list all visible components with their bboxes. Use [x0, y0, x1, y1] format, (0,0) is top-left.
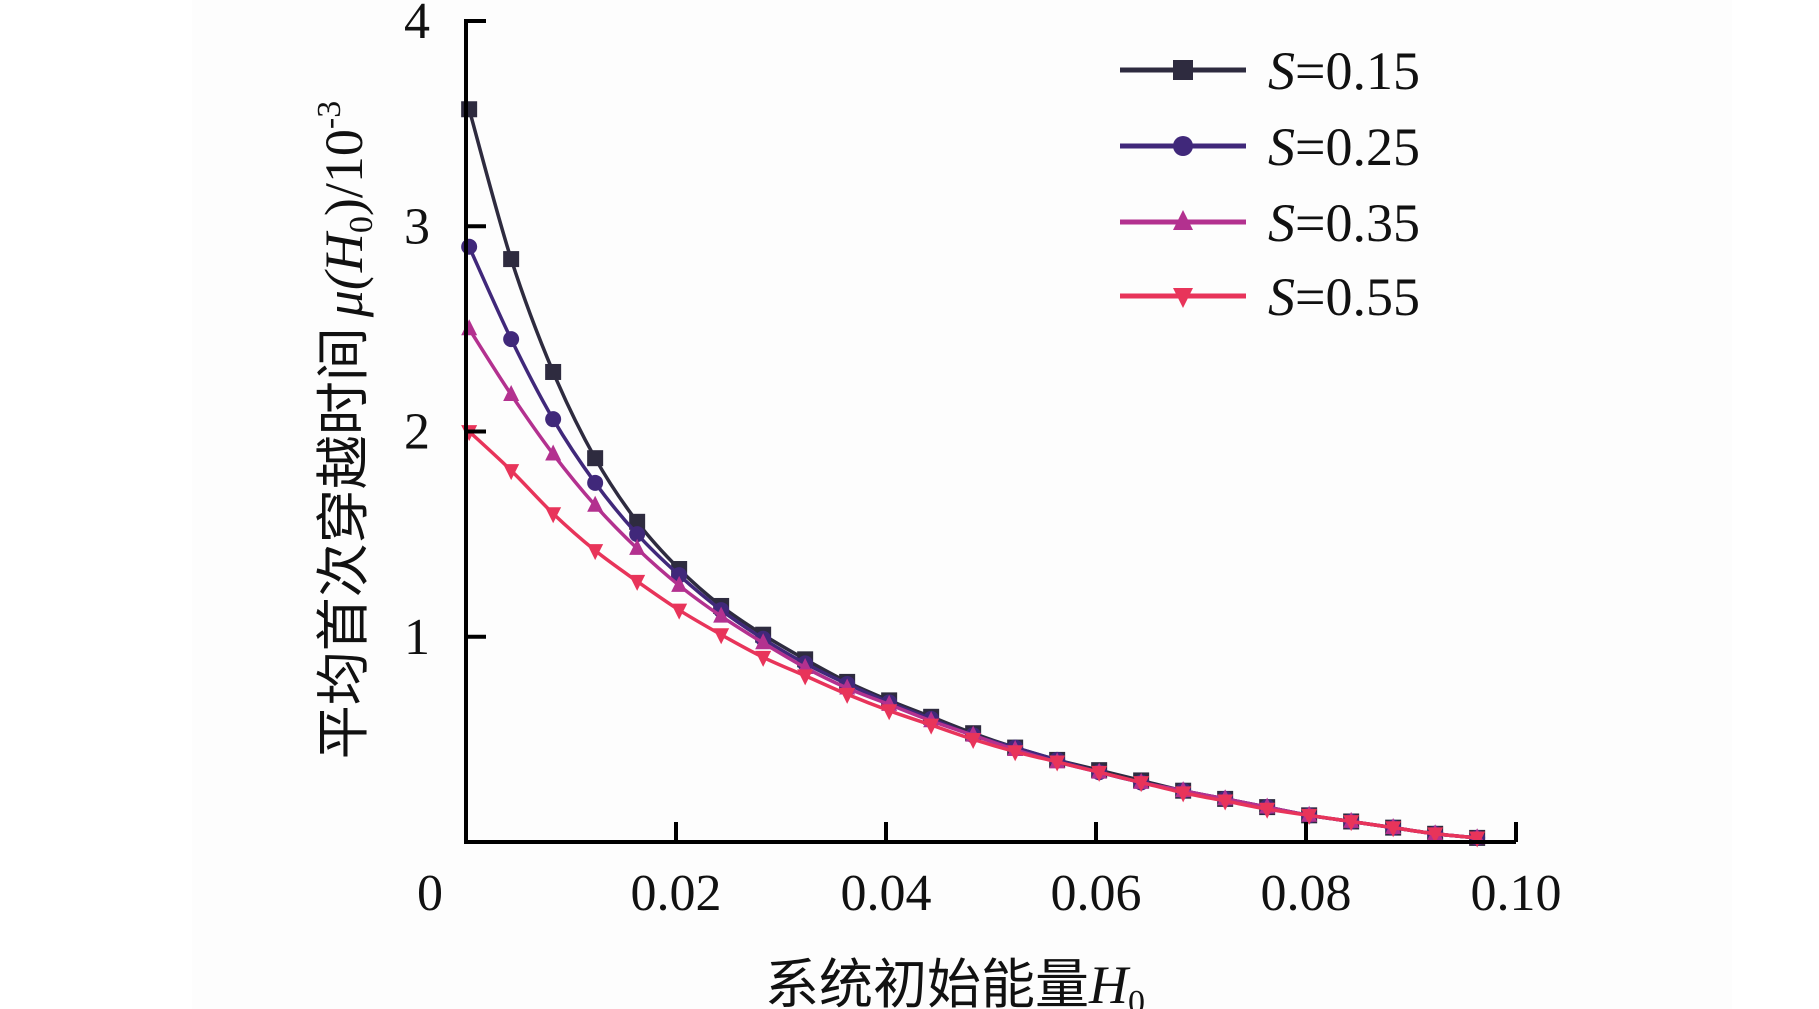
data-point	[1133, 776, 1150, 793]
series-line	[467, 327, 1478, 840]
legend-label-var: S	[1268, 267, 1295, 327]
data-point	[671, 567, 688, 584]
data-point	[923, 718, 940, 735]
y-axis-label-tail: )/10	[314, 129, 374, 216]
data-point	[1385, 821, 1402, 838]
series-S=0.55	[461, 425, 1486, 848]
x-tick-label: 0.08	[1261, 865, 1352, 922]
data-point	[965, 732, 982, 749]
y-axis-label-mu: μ(	[314, 269, 374, 318]
data-point	[1427, 827, 1444, 844]
data-point	[1343, 815, 1360, 832]
data-point	[461, 238, 478, 255]
x-axis-label-text: 系统初始能量	[765, 955, 1089, 1009]
series-S=0.25	[461, 238, 1486, 846]
data-point	[671, 575, 688, 592]
x-tick-label: 0.06	[1051, 865, 1142, 922]
data-point	[1007, 745, 1024, 762]
y-axis-label: 平均首次穿越时间 μ(H0)/10-3	[311, 101, 380, 759]
legend-label-value: =0.15	[1295, 41, 1420, 101]
data-point	[1175, 786, 1192, 803]
y-tick-label: 4	[404, 0, 430, 50]
data-point	[587, 495, 604, 512]
data-point	[671, 603, 688, 620]
x-tick-label: 0	[417, 865, 443, 922]
data-point	[461, 101, 478, 118]
data-point	[797, 669, 814, 686]
axes	[464, 19, 1518, 844]
legend-label: S=0.25	[1268, 117, 1420, 177]
x-axis-label-var: H	[1088, 955, 1131, 1009]
legend: S=0.15S=0.25S=0.35S=0.55	[1120, 41, 1420, 327]
data-point	[503, 384, 520, 401]
legend-item: S=0.55	[1120, 267, 1420, 327]
data-point	[461, 319, 478, 336]
y-tick-label: 2	[404, 404, 430, 461]
data-point	[545, 411, 562, 428]
legend-marker-circle-icon	[1173, 136, 1193, 156]
data-point	[629, 526, 646, 543]
x-tick-label: 0.10	[1471, 865, 1562, 922]
y-axis-label-exp: -3	[311, 101, 348, 129]
legend-label-value: =0.55	[1295, 267, 1420, 327]
data-point	[503, 251, 520, 268]
legend-marker-square-icon	[1173, 60, 1193, 80]
legend-label-var: S	[1268, 117, 1295, 177]
data-point	[755, 650, 772, 667]
x-tick-label: 0.02	[631, 865, 722, 922]
y-axis-label-var: H	[314, 230, 374, 273]
data-point	[629, 538, 646, 555]
legend-label-var: S	[1268, 41, 1295, 101]
series-line	[467, 246, 1478, 840]
data-point	[1301, 808, 1318, 825]
data-point	[1091, 765, 1108, 782]
data-point	[881, 704, 898, 721]
legend-marker-triangle-up-icon	[1173, 210, 1193, 230]
series-line	[467, 430, 1478, 840]
y-axis-label-sub: 0	[343, 216, 380, 233]
data-point	[629, 574, 646, 591]
data-point	[545, 444, 562, 461]
data-point	[713, 606, 730, 623]
data-point	[587, 474, 604, 491]
data-point	[839, 687, 856, 704]
data-point	[545, 363, 562, 380]
legend-label: S=0.35	[1268, 193, 1420, 253]
legend-label-value: =0.35	[1295, 193, 1420, 253]
x-axis-label-sub: 0	[1128, 984, 1145, 1009]
data-point	[1259, 802, 1276, 819]
data-point	[629, 513, 646, 530]
legend-label-value: =0.25	[1295, 117, 1420, 177]
legend-label-var: S	[1268, 193, 1295, 253]
series-S=0.35	[461, 319, 1486, 845]
y-tick-label: 3	[404, 198, 430, 255]
legend-label: S=0.55	[1268, 267, 1420, 327]
legend-marker-triangle-down-icon	[1173, 288, 1193, 308]
data-point	[755, 633, 772, 650]
legend-item: S=0.35	[1120, 193, 1420, 253]
data-point	[587, 450, 604, 467]
x-tick-label: 0.04	[841, 865, 932, 922]
legend-item: S=0.15	[1120, 41, 1420, 101]
data-point	[713, 628, 730, 645]
data-point	[503, 331, 520, 348]
y-tick-label: 1	[404, 609, 430, 666]
data-point	[545, 507, 562, 524]
legend-item: S=0.25	[1120, 117, 1420, 177]
data-point	[587, 544, 604, 561]
x-axis-label: 系统初始能量H0	[765, 955, 1145, 1009]
legend-label: S=0.15	[1268, 41, 1420, 101]
data-point	[1469, 831, 1486, 848]
data-point	[503, 464, 520, 481]
tick-labels: 1 2 3 4 0 0.02 0.04 0.06 0.08 0.10	[404, 0, 1562, 922]
series-layer	[461, 101, 1486, 848]
data-point	[1049, 755, 1066, 772]
y-axis-label-text: 平均首次穿越时间	[314, 327, 374, 759]
data-point	[1217, 794, 1234, 811]
